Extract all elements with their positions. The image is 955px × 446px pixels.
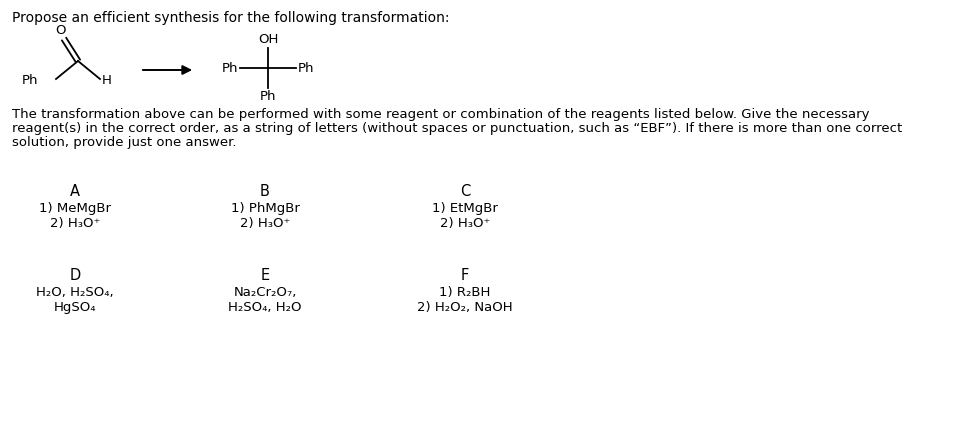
Text: B: B bbox=[260, 184, 270, 199]
Text: Na₂Cr₂O₇,: Na₂Cr₂O₇, bbox=[233, 286, 297, 299]
Text: D: D bbox=[70, 268, 80, 283]
Text: 1) R₂BH: 1) R₂BH bbox=[439, 286, 491, 299]
Text: solution, provide just one answer.: solution, provide just one answer. bbox=[12, 136, 237, 149]
Text: F: F bbox=[461, 268, 469, 283]
Text: 2) H₂O₂, NaOH: 2) H₂O₂, NaOH bbox=[417, 301, 513, 314]
Text: Ph: Ph bbox=[22, 74, 38, 87]
Text: OH: OH bbox=[258, 33, 278, 46]
Text: 1) MeMgBr: 1) MeMgBr bbox=[39, 202, 111, 215]
Text: Ph: Ph bbox=[222, 62, 238, 74]
Text: E: E bbox=[261, 268, 269, 283]
Text: 2) H₃O⁺: 2) H₃O⁺ bbox=[440, 217, 490, 230]
Text: 1) PhMgBr: 1) PhMgBr bbox=[230, 202, 300, 215]
Text: O: O bbox=[54, 24, 65, 37]
Text: reagent(s) in the correct order, as a string of letters (without spaces or punct: reagent(s) in the correct order, as a st… bbox=[12, 122, 902, 135]
Text: A: A bbox=[70, 184, 80, 199]
Text: C: C bbox=[460, 184, 470, 199]
Text: The transformation above can be performed with some reagent or combination of th: The transformation above can be performe… bbox=[12, 108, 869, 121]
Text: 2) H₃O⁺: 2) H₃O⁺ bbox=[50, 217, 100, 230]
Text: HgSO₄: HgSO₄ bbox=[53, 301, 96, 314]
Text: H₂O, H₂SO₄,: H₂O, H₂SO₄, bbox=[36, 286, 114, 299]
Text: 2) H₃O⁺: 2) H₃O⁺ bbox=[240, 217, 290, 230]
Text: Propose an efficient synthesis for the following transformation:: Propose an efficient synthesis for the f… bbox=[12, 11, 450, 25]
Text: Ph: Ph bbox=[298, 62, 314, 74]
Text: H: H bbox=[102, 74, 112, 87]
Text: 1) EtMgBr: 1) EtMgBr bbox=[432, 202, 498, 215]
Text: H₂SO₄, H₂O: H₂SO₄, H₂O bbox=[228, 301, 302, 314]
Text: Ph: Ph bbox=[260, 90, 276, 103]
